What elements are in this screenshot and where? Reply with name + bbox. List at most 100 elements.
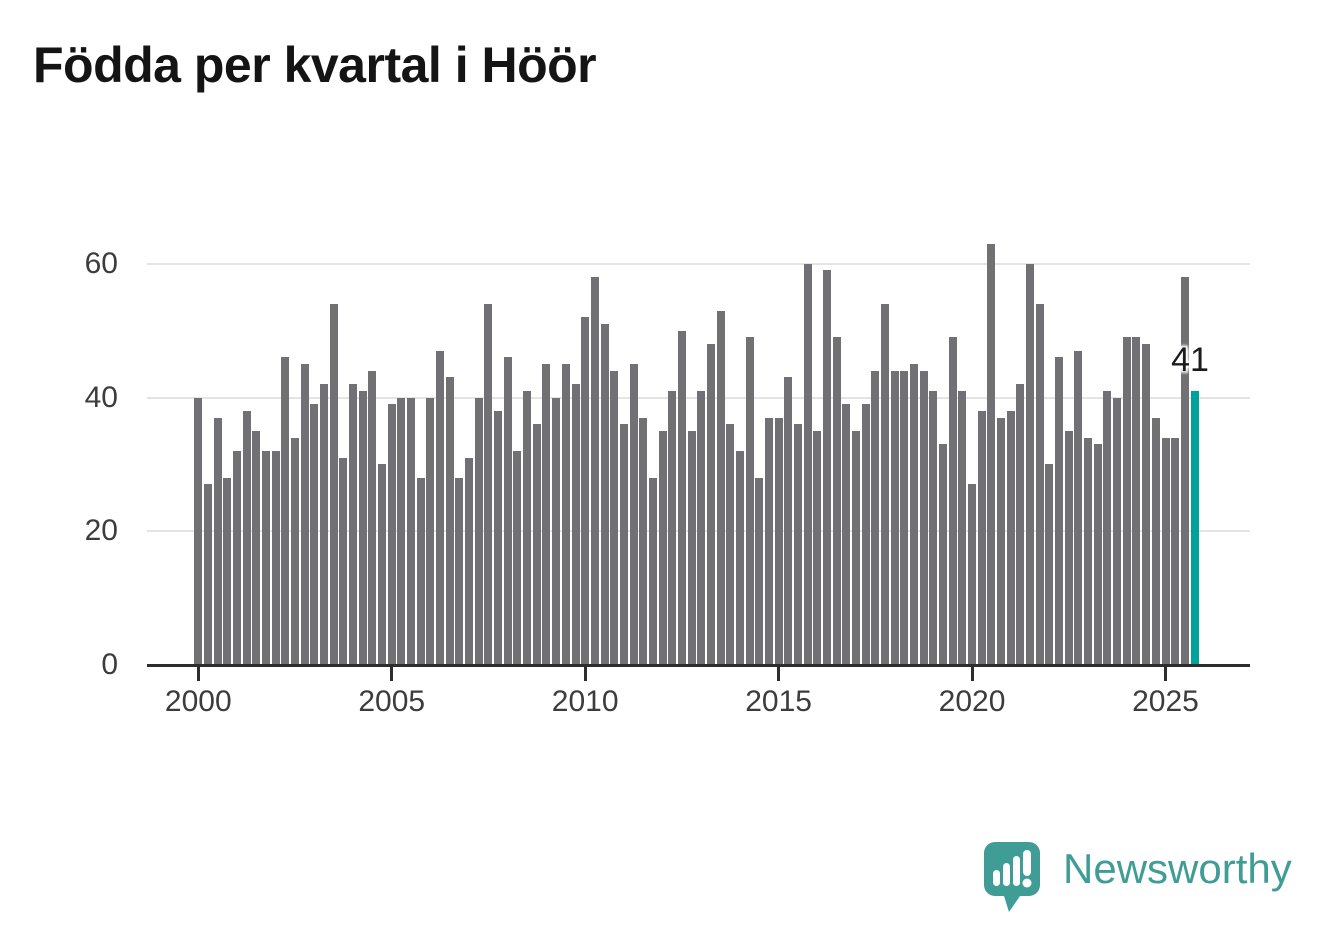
y-gridline bbox=[147, 262, 1250, 265]
bar bbox=[977, 410, 986, 665]
x-axis-tick bbox=[583, 666, 587, 681]
x-axis-tick-label: 2020 bbox=[938, 685, 1006, 718]
bar bbox=[532, 424, 541, 665]
bar bbox=[494, 410, 503, 665]
bar bbox=[281, 357, 290, 665]
bar bbox=[948, 337, 957, 665]
bar bbox=[445, 377, 454, 665]
x-axis-tick-label: 2025 bbox=[1132, 685, 1199, 718]
bar bbox=[677, 330, 686, 665]
x-axis-tick bbox=[1164, 666, 1167, 681]
bar bbox=[610, 370, 619, 665]
bar bbox=[764, 417, 773, 665]
bar bbox=[890, 370, 899, 665]
bar bbox=[310, 404, 319, 665]
bar bbox=[910, 364, 919, 665]
y-axis-tick-label: 0 bbox=[101, 648, 118, 681]
y-axis-tick-label: 60 bbox=[84, 246, 118, 280]
bar bbox=[242, 410, 251, 665]
bar bbox=[339, 457, 348, 665]
bar bbox=[987, 243, 996, 665]
bar bbox=[822, 270, 831, 665]
bar bbox=[368, 370, 377, 665]
bar bbox=[745, 337, 754, 665]
bar bbox=[349, 384, 358, 665]
bar bbox=[658, 430, 667, 665]
bar bbox=[416, 477, 425, 665]
bar bbox=[1142, 344, 1151, 665]
bar bbox=[542, 364, 551, 665]
bar bbox=[629, 364, 638, 665]
bar bbox=[426, 397, 435, 665]
y-axis-tick-label: 40 bbox=[84, 380, 118, 414]
bar bbox=[1074, 350, 1083, 665]
highlight-value-label: 41 bbox=[1171, 341, 1209, 379]
newsworthy-logo: Newsworthy bbox=[983, 841, 1292, 915]
bar bbox=[474, 397, 483, 665]
bar bbox=[1093, 444, 1102, 665]
bar bbox=[223, 477, 232, 665]
bar bbox=[1151, 417, 1160, 665]
x-axis-tick-label: 2005 bbox=[358, 685, 426, 718]
bar bbox=[271, 451, 280, 665]
x-axis-tick-label: 2000 bbox=[164, 685, 232, 718]
bar bbox=[1132, 337, 1141, 665]
bar bbox=[1113, 397, 1122, 665]
bar bbox=[619, 424, 628, 665]
bar bbox=[484, 303, 493, 665]
x-axis-tick-label: 2010 bbox=[551, 685, 619, 718]
bar bbox=[639, 417, 648, 665]
bar bbox=[358, 390, 367, 665]
bar bbox=[697, 390, 706, 665]
bar bbox=[1016, 384, 1025, 665]
bar bbox=[329, 303, 338, 665]
chart-title: Födda per kvartal i Höör bbox=[33, 37, 597, 93]
bar bbox=[861, 404, 870, 665]
bar bbox=[1045, 464, 1054, 665]
bar bbox=[552, 397, 561, 665]
bar bbox=[716, 310, 725, 665]
bar bbox=[1171, 437, 1180, 665]
bar bbox=[252, 430, 261, 665]
bar bbox=[726, 424, 735, 665]
bar bbox=[1006, 410, 1015, 665]
bar bbox=[571, 384, 580, 665]
bar bbox=[900, 370, 909, 665]
bar bbox=[513, 451, 522, 665]
bar bbox=[1055, 357, 1064, 665]
bar bbox=[687, 430, 696, 665]
x-axis-tick bbox=[970, 666, 974, 681]
x-axis-tick bbox=[390, 666, 394, 681]
bar bbox=[600, 323, 609, 665]
bar bbox=[523, 390, 532, 665]
bar bbox=[320, 384, 329, 665]
x-axis-tick-label: 2015 bbox=[745, 685, 812, 718]
bar bbox=[881, 303, 889, 665]
bar bbox=[997, 417, 1006, 665]
bar bbox=[735, 451, 744, 665]
bar bbox=[465, 457, 474, 665]
bar bbox=[832, 337, 841, 665]
bar bbox=[397, 397, 406, 665]
highlighted-bar bbox=[1190, 390, 1199, 665]
bar bbox=[378, 464, 387, 665]
bar bbox=[668, 390, 677, 665]
bar bbox=[793, 424, 802, 665]
bar bbox=[968, 484, 977, 665]
bar bbox=[1180, 277, 1189, 665]
bar bbox=[581, 317, 590, 665]
bar bbox=[503, 357, 512, 665]
bar bbox=[774, 417, 783, 665]
bar bbox=[803, 263, 812, 665]
bar bbox=[1064, 430, 1073, 665]
bar bbox=[919, 370, 928, 665]
bar bbox=[203, 484, 212, 665]
bar bbox=[213, 417, 222, 665]
bar bbox=[407, 397, 416, 665]
bar bbox=[1026, 263, 1035, 665]
bar bbox=[929, 390, 938, 665]
x-axis-tick bbox=[196, 666, 200, 681]
bar bbox=[1035, 303, 1044, 665]
